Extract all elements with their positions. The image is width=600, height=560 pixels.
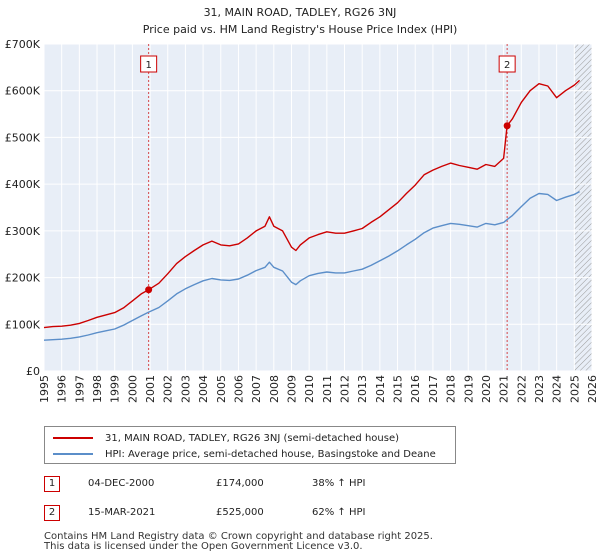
chart-title: 31, MAIN ROAD, TADLEY, RG26 3NJ	[204, 6, 397, 19]
x-tick-label: 2014	[374, 375, 387, 403]
x-tick-label: 2001	[144, 375, 157, 403]
transaction-hpi-change: 38% ↑ HPI	[312, 478, 366, 489]
legend-item-hpi: HPI: Average price, semi-detached house,…	[53, 446, 436, 462]
x-tick-label: 1999	[109, 375, 122, 403]
x-tick-label: 2009	[285, 375, 298, 403]
x-tick-label: 2024	[551, 375, 564, 403]
x-tick-label: 2022	[515, 375, 528, 403]
transaction-marker	[145, 286, 153, 294]
y-tick-label: £700K	[5, 38, 41, 51]
transaction-label-box	[140, 55, 158, 73]
legend-item-property: 31, MAIN ROAD, TADLEY, RG26 3NJ (semi-de…	[53, 430, 399, 446]
x-tick-label: 2005	[215, 375, 228, 403]
x-tick-label: 1996	[56, 375, 69, 403]
y-tick-label: £600K	[5, 85, 41, 98]
transaction-price: £525,000	[216, 507, 264, 518]
x-tick-label: 2006	[232, 375, 245, 403]
x-tick-label: 2025	[568, 375, 581, 403]
y-tick-label: £400K	[5, 178, 41, 191]
x-tick-label: 2007	[250, 375, 263, 403]
property-price-line	[43, 79, 581, 329]
x-tick-label: 2013	[356, 375, 369, 403]
y-tick-label: £0	[26, 365, 40, 378]
x-tick-label: 2023	[533, 375, 546, 403]
transaction-label-box	[498, 55, 516, 73]
x-tick-label: 2015	[392, 375, 405, 403]
x-tick-label: 2008	[268, 375, 281, 403]
transaction-badge: 1	[44, 476, 60, 492]
transaction-date: 04-DEC-2000	[88, 478, 155, 489]
x-tick-label: 2012	[339, 375, 352, 403]
legend-swatch-hpi	[53, 453, 93, 455]
x-tick-label: 2017	[427, 375, 440, 403]
price-chart: 31, MAIN ROAD, TADLEY, RG26 3NJ Price pa…	[5, 6, 599, 403]
x-tick-label: 2020	[480, 375, 493, 403]
x-tick-label: 2021	[498, 375, 511, 403]
x-tick-label: 2026	[586, 375, 599, 403]
x-tick-label: 2010	[303, 375, 316, 403]
x-tick-label: 2011	[321, 375, 334, 403]
legend: 31, MAIN ROAD, TADLEY, RG26 3NJ (semi-de…	[44, 426, 456, 464]
chart-subtitle: Price paid vs. HM Land Registry's House …	[143, 23, 458, 36]
y-tick-label: £200K	[5, 272, 41, 285]
forecast-hatch-region	[574, 44, 592, 371]
transaction-badge: 2	[44, 505, 60, 521]
x-tick-label: 2003	[179, 375, 192, 403]
transaction-date: 15-MAR-2021	[88, 507, 156, 518]
transaction-label: 2	[504, 60, 510, 71]
legend-label-hpi: HPI: Average price, semi-detached house,…	[105, 448, 436, 460]
legend-label-property: 31, MAIN ROAD, TADLEY, RG26 3NJ (semi-de…	[105, 432, 400, 444]
transaction-row: 2 15-MAR-2021 £525,000 62% ↑ HPI	[44, 503, 564, 525]
footer-licence: This data is licensed under the Open Gov…	[44, 541, 363, 552]
y-tick-label: £100K	[5, 318, 41, 331]
x-tick-label: 1995	[38, 375, 51, 403]
x-tick-label: 2018	[445, 375, 458, 403]
x-tick-label: 1998	[91, 375, 104, 403]
y-tick-label: £300K	[5, 225, 41, 238]
transaction-marker	[503, 122, 511, 130]
x-tick-label: 2002	[162, 375, 175, 403]
transaction-row: 1 04-DEC-2000 £174,000 38% ↑ HPI	[44, 474, 564, 496]
legend-swatch-property	[53, 437, 93, 439]
y-tick-label: £500K	[5, 131, 41, 144]
transaction-hpi-change: 62% ↑ HPI	[312, 507, 366, 518]
plot-area	[44, 44, 592, 371]
x-tick-label: 1997	[73, 375, 86, 403]
x-tick-label: 2004	[197, 375, 210, 403]
x-tick-label: 2019	[462, 375, 475, 403]
transaction-label: 1	[145, 60, 151, 71]
hpi-line	[43, 190, 580, 341]
footer: Contains HM Land Registry data © Crown c…	[44, 532, 433, 552]
x-tick-label: 2000	[126, 375, 139, 403]
x-tick-label: 2016	[409, 375, 422, 403]
footer-copyright: Contains HM Land Registry data © Crown c…	[44, 531, 433, 542]
transaction-price: £174,000	[216, 478, 264, 489]
